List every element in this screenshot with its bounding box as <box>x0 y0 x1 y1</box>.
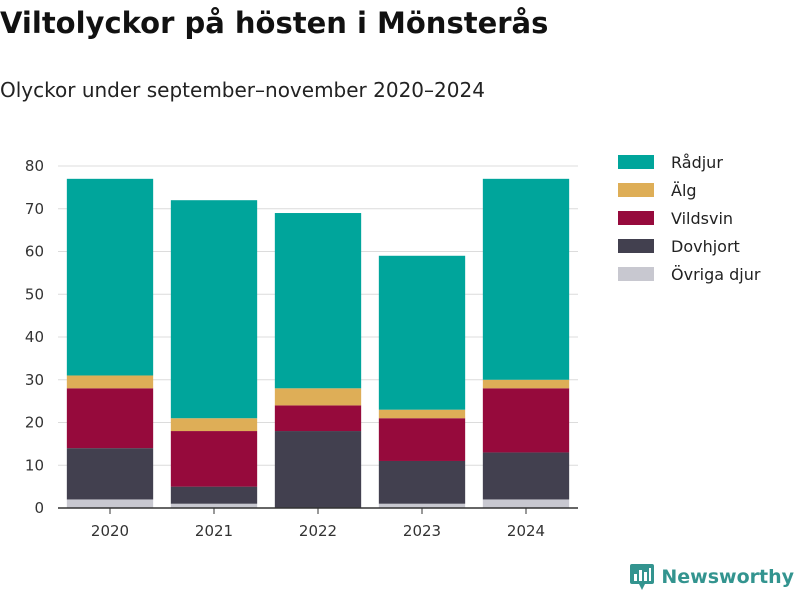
bar-segment <box>170 200 258 419</box>
legend-item: Rådjur <box>618 148 760 176</box>
legend-label: Övriga djur <box>671 264 761 284</box>
bar-segment <box>482 499 570 508</box>
y-tick-label: 40 <box>25 328 44 346</box>
bar-segment <box>274 405 362 432</box>
legend-label: Rådjur <box>671 152 723 172</box>
brand-name: Newsworthy <box>661 566 794 588</box>
y-tick-label: 20 <box>25 414 44 432</box>
bars <box>66 178 570 508</box>
axes: 0 10 20 30 40 50 60 70 80 2020 2021 2022 2023 2024 <box>25 157 578 540</box>
legend-swatch <box>618 239 654 253</box>
y-tick-label: 10 <box>25 456 44 474</box>
bar-segment <box>482 379 570 389</box>
legend-item: Övriga djur <box>618 260 760 288</box>
legend: Rådjur Älg Vildsvin Dovhjort Övriga djur <box>618 148 760 288</box>
bar-segment <box>482 388 570 453</box>
bar-segment <box>66 448 154 500</box>
bar-segment <box>66 499 154 508</box>
bar-segment <box>378 255 466 410</box>
chart-subtitle: Olyckor under september–november 2020–20… <box>0 78 485 102</box>
bar-segment <box>378 409 466 419</box>
bar-segment <box>66 178 154 376</box>
legend-item: Älg <box>618 176 760 204</box>
x-tick-label: 2023 <box>403 522 441 540</box>
chart-title: Viltolyckor på hösten i Mönsterås <box>0 6 549 40</box>
bar-segment <box>170 418 258 432</box>
bar-segment <box>378 418 466 461</box>
legend-swatch <box>618 267 654 281</box>
y-tick-label: 70 <box>25 200 44 218</box>
bar-segment <box>170 431 258 487</box>
bar-segment <box>170 503 258 508</box>
bar-segment <box>274 388 362 406</box>
x-tick-label: 2022 <box>299 522 337 540</box>
bar-segment <box>66 388 154 449</box>
legend-item: Vildsvin <box>618 204 760 232</box>
y-tick-label: 0 <box>34 499 44 517</box>
bar-segment <box>66 375 154 389</box>
x-tick-label: 2024 <box>507 522 545 540</box>
brand-logo: Newsworthy <box>629 562 794 592</box>
legend-swatch <box>618 183 654 197</box>
legend-swatch <box>618 155 654 169</box>
bar-segment <box>274 213 362 389</box>
legend-swatch <box>618 211 654 225</box>
legend-label: Dovhjort <box>671 236 740 256</box>
bar-segment <box>482 452 570 500</box>
legend-item: Dovhjort <box>618 232 760 260</box>
newsworthy-logo-icon <box>630 564 655 590</box>
bar-segment <box>482 178 570 380</box>
legend-label: Älg <box>671 180 697 200</box>
y-tick-label: 60 <box>25 243 44 261</box>
x-tick-label: 2021 <box>195 522 233 540</box>
y-tick-label: 80 <box>25 157 44 175</box>
bar-segment <box>274 431 362 508</box>
bar-segment <box>378 503 466 508</box>
bar-segment <box>170 486 258 504</box>
bar-segment <box>378 460 466 504</box>
legend-label: Vildsvin <box>671 208 734 228</box>
x-tick-label: 2020 <box>91 522 129 540</box>
y-tick-label: 50 <box>25 285 44 303</box>
y-tick-label: 30 <box>25 371 44 389</box>
